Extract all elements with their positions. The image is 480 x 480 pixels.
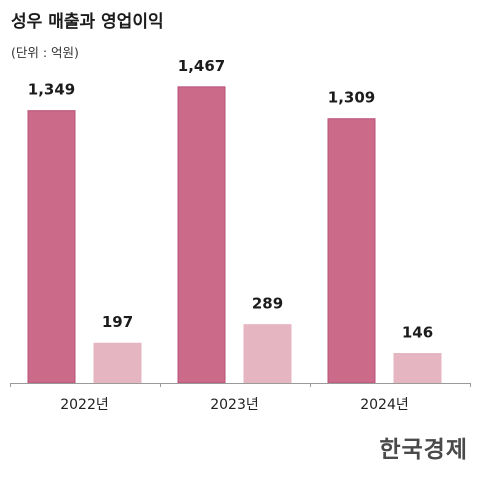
publisher-logo: 한국경제 [379, 436, 468, 463]
chart-unit-note: (단위 : 억원) [11, 45, 79, 60]
operating-profit-bar [243, 324, 292, 384]
operating-profit-bar [93, 342, 142, 384]
operating-profit-value-label: 289 [252, 295, 283, 313]
revenue-value-label: 1,349 [28, 81, 75, 99]
operating-profit-bar [393, 353, 442, 384]
operating-profit-value-label: 197 [102, 313, 133, 331]
x-tick-label: 2024년 [360, 397, 409, 413]
chart-title: 성우 매출과 영업이익 [11, 12, 164, 32]
x-tick-label: 2022년 [60, 397, 109, 413]
revenue-value-label: 1,467 [178, 57, 225, 75]
x-tick-label: 2023년 [210, 397, 259, 413]
operating-profit-value-label: 146 [402, 324, 433, 342]
revenue-value-label: 1,309 [328, 89, 375, 107]
revenue-bar [327, 118, 376, 384]
revenue-bar [27, 110, 76, 384]
revenue-bar [177, 86, 226, 384]
